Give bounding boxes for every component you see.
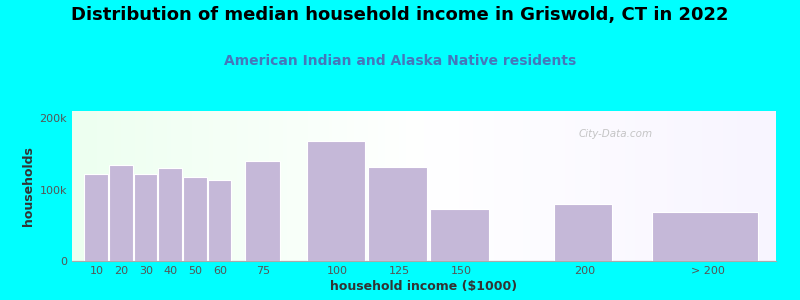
Bar [653, 212, 758, 261]
Text: City-Data.com: City-Data.com [579, 129, 653, 139]
Bar [306, 141, 366, 261]
Bar [245, 161, 280, 261]
Bar [208, 180, 231, 261]
Text: Distribution of median household income in Griswold, CT in 2022: Distribution of median household income … [71, 6, 729, 24]
Text: American Indian and Alaska Native residents: American Indian and Alaska Native reside… [224, 54, 576, 68]
Bar [134, 174, 158, 261]
Bar [84, 174, 108, 261]
Bar [369, 167, 427, 261]
Bar [158, 168, 182, 261]
Bar [430, 209, 489, 261]
X-axis label: household income ($1000): household income ($1000) [330, 280, 518, 293]
Y-axis label: households: households [22, 146, 35, 226]
Bar [183, 177, 206, 261]
Bar [554, 204, 612, 261]
Bar [109, 165, 133, 261]
